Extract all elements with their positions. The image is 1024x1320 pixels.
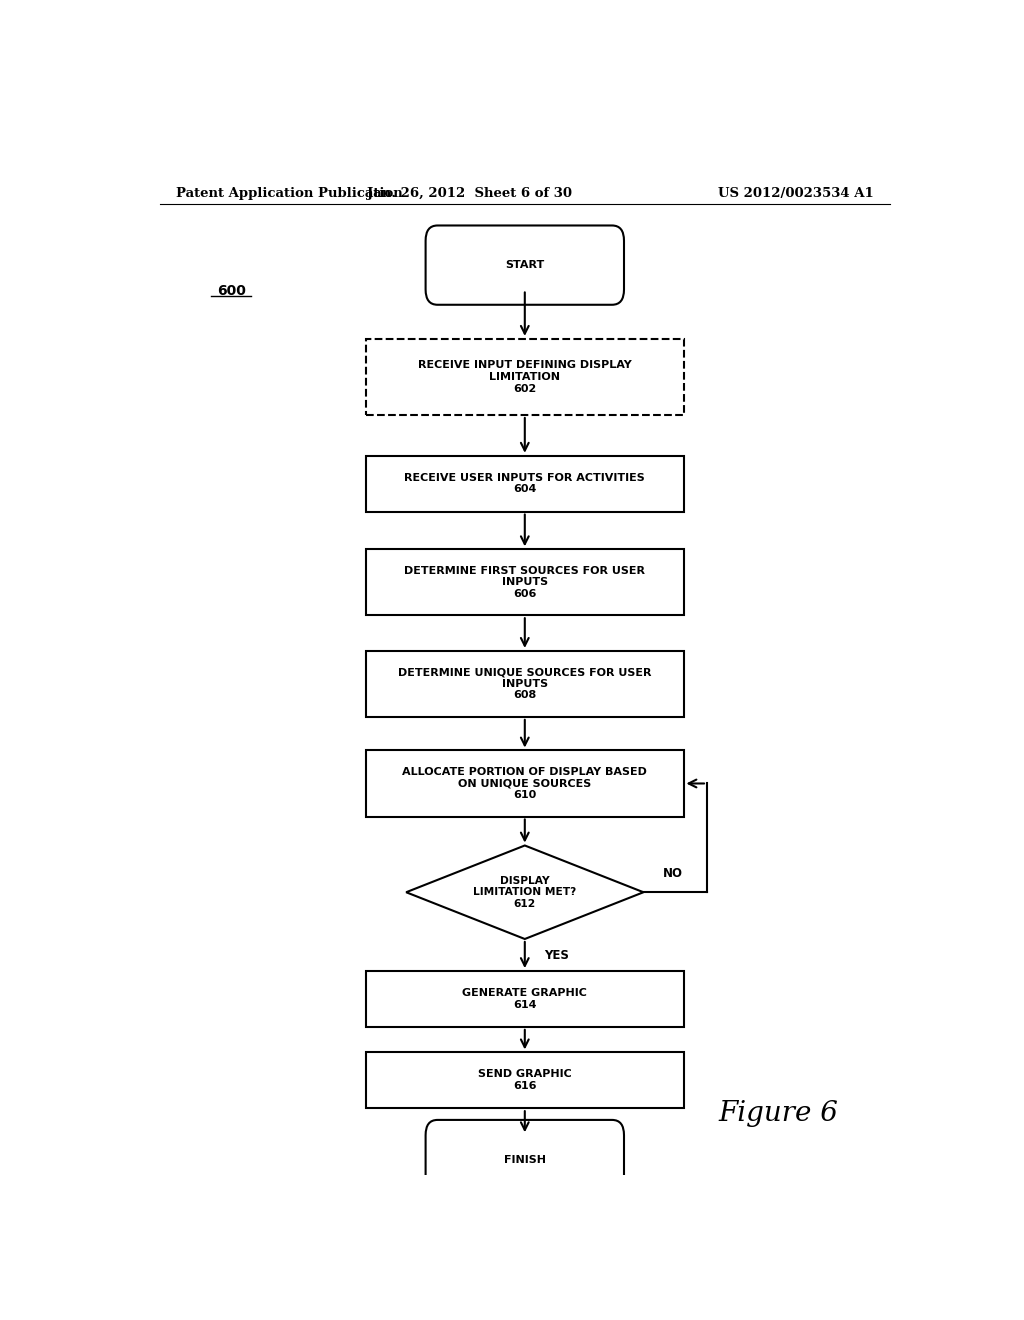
FancyBboxPatch shape	[367, 651, 684, 717]
FancyBboxPatch shape	[367, 972, 684, 1027]
Text: NO: NO	[664, 867, 683, 880]
Text: DETERMINE UNIQUE SOURCES FOR USER
INPUTS
608: DETERMINE UNIQUE SOURCES FOR USER INPUTS…	[398, 668, 651, 701]
Text: Patent Application Publication: Patent Application Publication	[176, 187, 402, 201]
FancyBboxPatch shape	[367, 751, 684, 817]
Text: YES: YES	[545, 949, 569, 961]
FancyBboxPatch shape	[426, 226, 624, 305]
Text: RECEIVE USER INPUTS FOR ACTIVITIES
604: RECEIVE USER INPUTS FOR ACTIVITIES 604	[404, 473, 645, 495]
Text: US 2012/0023534 A1: US 2012/0023534 A1	[718, 187, 873, 201]
FancyBboxPatch shape	[426, 1119, 624, 1199]
FancyBboxPatch shape	[367, 549, 684, 615]
Text: START: START	[505, 260, 545, 271]
Text: Jan. 26, 2012  Sheet 6 of 30: Jan. 26, 2012 Sheet 6 of 30	[367, 187, 571, 201]
FancyBboxPatch shape	[367, 1052, 684, 1109]
Text: 600: 600	[217, 284, 246, 297]
Text: Figure 6: Figure 6	[719, 1101, 839, 1127]
Text: RECEIVE INPUT DEFINING DISPLAY
LIMITATION
602: RECEIVE INPUT DEFINING DISPLAY LIMITATIO…	[418, 360, 632, 393]
Polygon shape	[407, 846, 643, 939]
FancyBboxPatch shape	[367, 339, 684, 414]
Text: SEND GRAPHIC
616: SEND GRAPHIC 616	[478, 1069, 571, 1092]
Text: DETERMINE FIRST SOURCES FOR USER
INPUTS
606: DETERMINE FIRST SOURCES FOR USER INPUTS …	[404, 566, 645, 599]
Text: ALLOCATE PORTION OF DISPLAY BASED
ON UNIQUE SOURCES
610: ALLOCATE PORTION OF DISPLAY BASED ON UNI…	[402, 767, 647, 800]
Text: DISPLAY
LIMITATION MET?
612: DISPLAY LIMITATION MET? 612	[473, 875, 577, 909]
Text: FINISH: FINISH	[504, 1155, 546, 1164]
Text: GENERATE GRAPHIC
614: GENERATE GRAPHIC 614	[463, 989, 587, 1010]
FancyBboxPatch shape	[367, 455, 684, 512]
